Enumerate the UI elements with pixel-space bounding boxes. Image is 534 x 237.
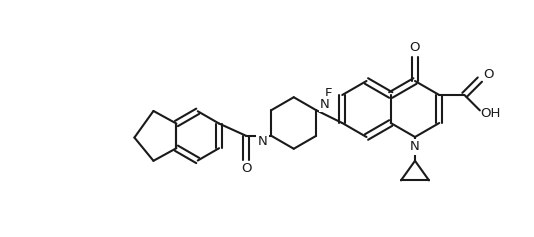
Text: OH: OH — [481, 107, 501, 120]
Text: F: F — [325, 87, 332, 100]
Text: O: O — [484, 68, 494, 81]
Text: O: O — [410, 41, 420, 54]
Text: N: N — [320, 98, 330, 111]
Text: N: N — [410, 141, 420, 154]
Text: N: N — [257, 135, 268, 148]
Text: O: O — [241, 162, 252, 175]
